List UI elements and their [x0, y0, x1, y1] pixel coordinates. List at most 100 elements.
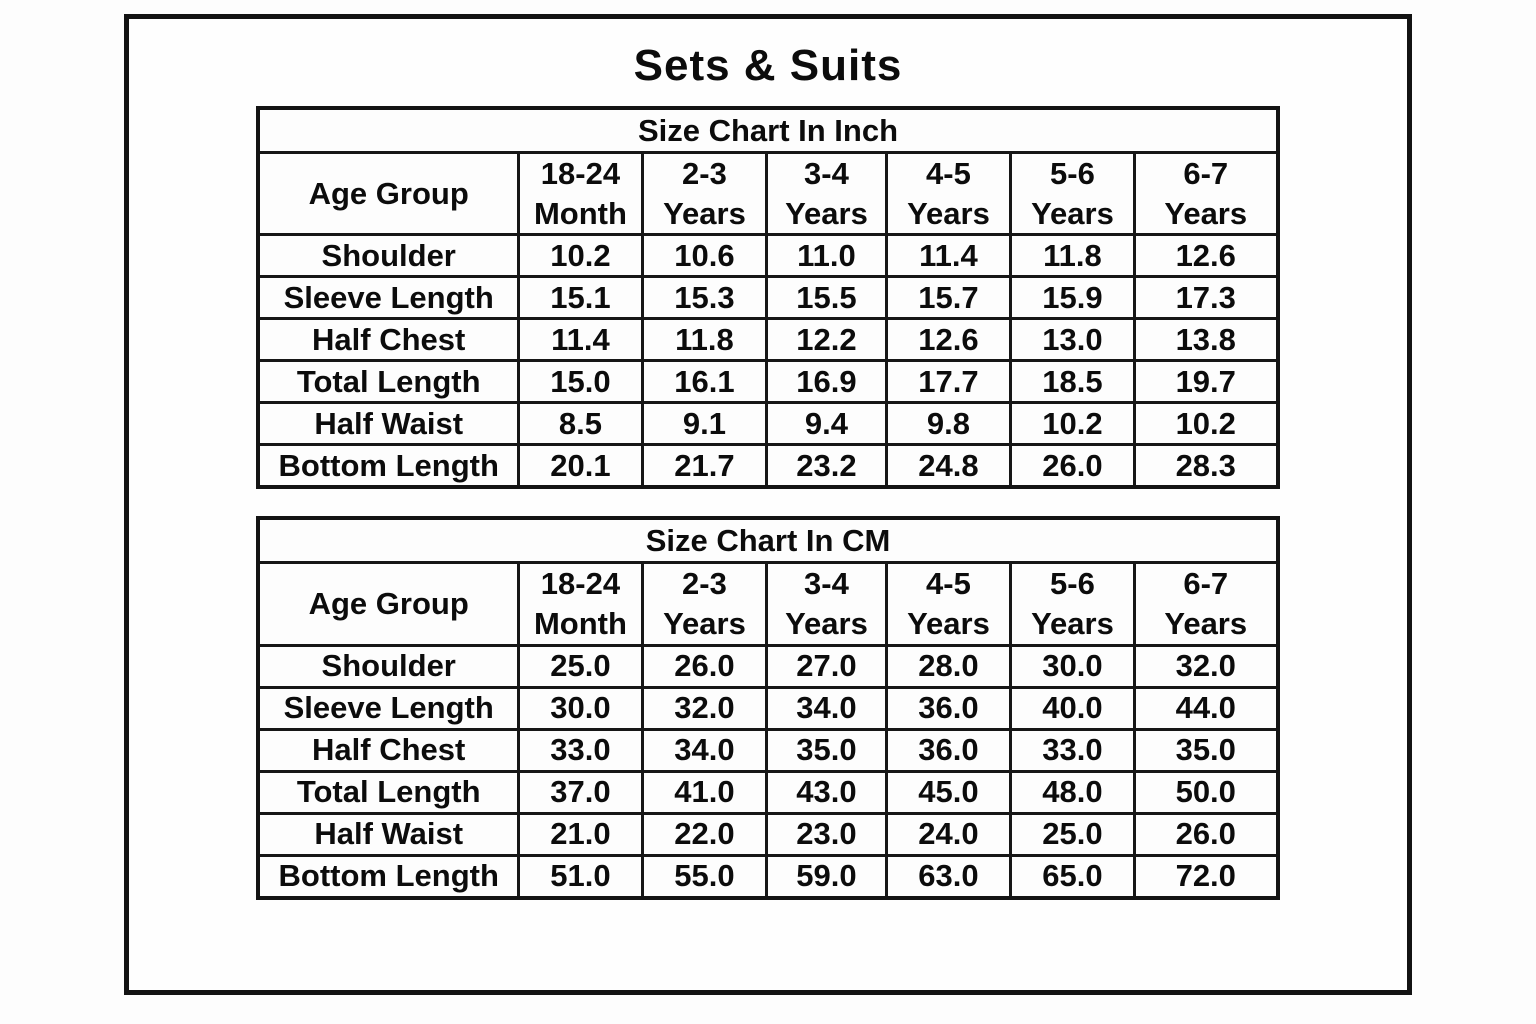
table-row: Half Chest 33.0 34.0 35.0 36.0 33.0 35.0	[256, 727, 1280, 773]
row-label: Total Length	[256, 769, 520, 815]
table-row: Half Chest 11.4 11.8 12.2 12.6 13.0 13.8	[256, 317, 1280, 363]
value-cell: 11.4	[516, 317, 644, 363]
value-cell: 15.9	[1008, 275, 1136, 321]
value-cell: 28.3	[1132, 443, 1280, 489]
value-cell: 36.0	[884, 685, 1012, 731]
value-cell: 23.0	[764, 811, 888, 857]
column-header-unit: Years	[1164, 195, 1248, 231]
value-cell: 48.0	[1008, 769, 1136, 815]
age-group-header: Age Group	[256, 150, 520, 237]
table-row: Half Waist 8.5 9.1 9.4 9.8 10.2 10.2	[256, 401, 1280, 447]
value-cell: 33.0	[516, 727, 644, 773]
value-cell: 17.7	[884, 359, 1012, 405]
row-label: Total Length	[256, 359, 520, 405]
value-cell: 8.5	[516, 401, 644, 447]
value-cell: 15.5	[764, 275, 888, 321]
caption-row: Size Chart In CM	[256, 516, 1280, 565]
value-cell: 63.0	[884, 853, 1012, 900]
value-cell: 41.0	[640, 769, 768, 815]
value-cell: 10.2	[1008, 401, 1136, 447]
value-cell: 40.0	[1008, 685, 1136, 731]
table-row: Bottom Length 20.1 21.7 23.2 24.8 26.0 2…	[256, 443, 1280, 489]
column-header-range: 5-6	[1050, 156, 1095, 191]
value-cell: 24.8	[884, 443, 1012, 489]
column-header: 5-6 Years	[1008, 561, 1136, 647]
value-cell: 50.0	[1132, 769, 1280, 815]
value-cell: 33.0	[1008, 727, 1136, 773]
column-header-range: 4-5	[926, 566, 971, 602]
column-header-unit: Years	[907, 195, 990, 231]
table-row: Total Length 15.0 16.1 16.9 17.7 18.5 19…	[256, 359, 1280, 405]
column-header-unit: Years	[663, 606, 746, 642]
column-header-unit: Years	[1164, 606, 1248, 642]
value-cell: 13.8	[1132, 317, 1280, 363]
value-cell: 11.8	[640, 317, 768, 363]
value-cell: 44.0	[1132, 685, 1280, 731]
column-header-unit: Years	[1031, 606, 1114, 642]
value-cell: 15.0	[516, 359, 644, 405]
value-cell: 16.9	[764, 359, 888, 405]
value-cell: 10.2	[1132, 401, 1280, 447]
column-header: 18-24 Month	[516, 561, 644, 647]
value-cell: 10.6	[640, 233, 768, 279]
value-cell: 9.8	[884, 401, 1012, 447]
value-cell: 32.0	[640, 685, 768, 731]
value-cell: 16.1	[640, 359, 768, 405]
value-cell: 36.0	[884, 727, 1012, 773]
table-row: Sleeve Length 30.0 32.0 34.0 36.0 40.0 4…	[256, 685, 1280, 731]
value-cell: 28.0	[884, 643, 1012, 689]
column-header: 3-4 Years	[764, 561, 888, 647]
column-header-unit: Years	[1031, 195, 1114, 231]
table-row: Total Length 37.0 41.0 43.0 45.0 48.0 50…	[256, 769, 1280, 815]
value-cell: 20.1	[516, 443, 644, 489]
value-cell: 65.0	[1008, 853, 1136, 900]
value-cell: 32.0	[1132, 643, 1280, 689]
table-row: Bottom Length 51.0 55.0 59.0 63.0 65.0 7…	[256, 853, 1280, 900]
column-header-unit: Month	[533, 195, 627, 231]
value-cell: 24.0	[884, 811, 1012, 857]
value-cell: 12.6	[1132, 233, 1280, 279]
value-cell: 30.0	[516, 685, 644, 731]
row-label: Bottom Length	[256, 853, 520, 900]
row-label: Half Waist	[256, 811, 520, 857]
row-label: Sleeve Length	[256, 275, 520, 321]
column-header-range: 2-3	[682, 156, 727, 191]
table-row: Sleeve Length 15.1 15.3 15.5 15.7 15.9 1…	[256, 275, 1280, 321]
column-header-unit: Month	[533, 606, 627, 642]
value-cell: 21.0	[516, 811, 644, 857]
table-row: Shoulder 10.2 10.6 11.0 11.4 11.8 12.6	[256, 233, 1280, 279]
value-cell: 12.6	[884, 317, 1012, 363]
value-cell: 35.0	[764, 727, 888, 773]
value-cell: 15.7	[884, 275, 1012, 321]
row-label: Sleeve Length	[256, 685, 520, 731]
value-cell: 11.8	[1008, 233, 1136, 279]
column-header-range: 2-3	[682, 566, 727, 602]
column-header: 6-7 Years	[1132, 561, 1280, 647]
table-header-row: Age Group 18-24 Month 2-3 Years 3-4 Years 4…	[256, 561, 1280, 647]
value-cell: 21.7	[640, 443, 768, 489]
value-cell: 27.0	[764, 643, 888, 689]
column-header: 2-3 Years	[640, 150, 768, 237]
page-title: Sets & Suits	[633, 41, 903, 90]
column-header-range: 18-24	[540, 156, 621, 191]
column-header: 6-7 Years	[1132, 150, 1280, 237]
value-cell: 55.0	[640, 853, 768, 900]
column-header: 5-6 Years	[1008, 150, 1136, 237]
size-chart-cm-table: Size Chart In CM Age Group 18-24 Month 2-…	[256, 516, 1280, 900]
column-header-range: 3-4	[804, 566, 849, 602]
table-caption: Size Chart In Inch	[256, 106, 1280, 154]
value-cell: 30.0	[1008, 643, 1136, 689]
value-cell: 25.0	[516, 643, 644, 689]
value-cell: 59.0	[764, 853, 888, 900]
column-header-range: 6-7	[1183, 566, 1229, 602]
value-cell: 26.0	[640, 643, 768, 689]
value-cell: 25.0	[1008, 811, 1136, 857]
column-header-range: 18-24	[540, 566, 621, 602]
column-header: 2-3 Years	[640, 561, 768, 647]
value-cell: 10.2	[516, 233, 644, 279]
size-chart-frame: Sets & Suits Size Chart In Inch Age Grou…	[124, 14, 1412, 995]
value-cell: 22.0	[640, 811, 768, 857]
table-row: Shoulder 25.0 26.0 27.0 28.0 30.0 32.0	[256, 643, 1280, 689]
value-cell: 43.0	[764, 769, 888, 815]
